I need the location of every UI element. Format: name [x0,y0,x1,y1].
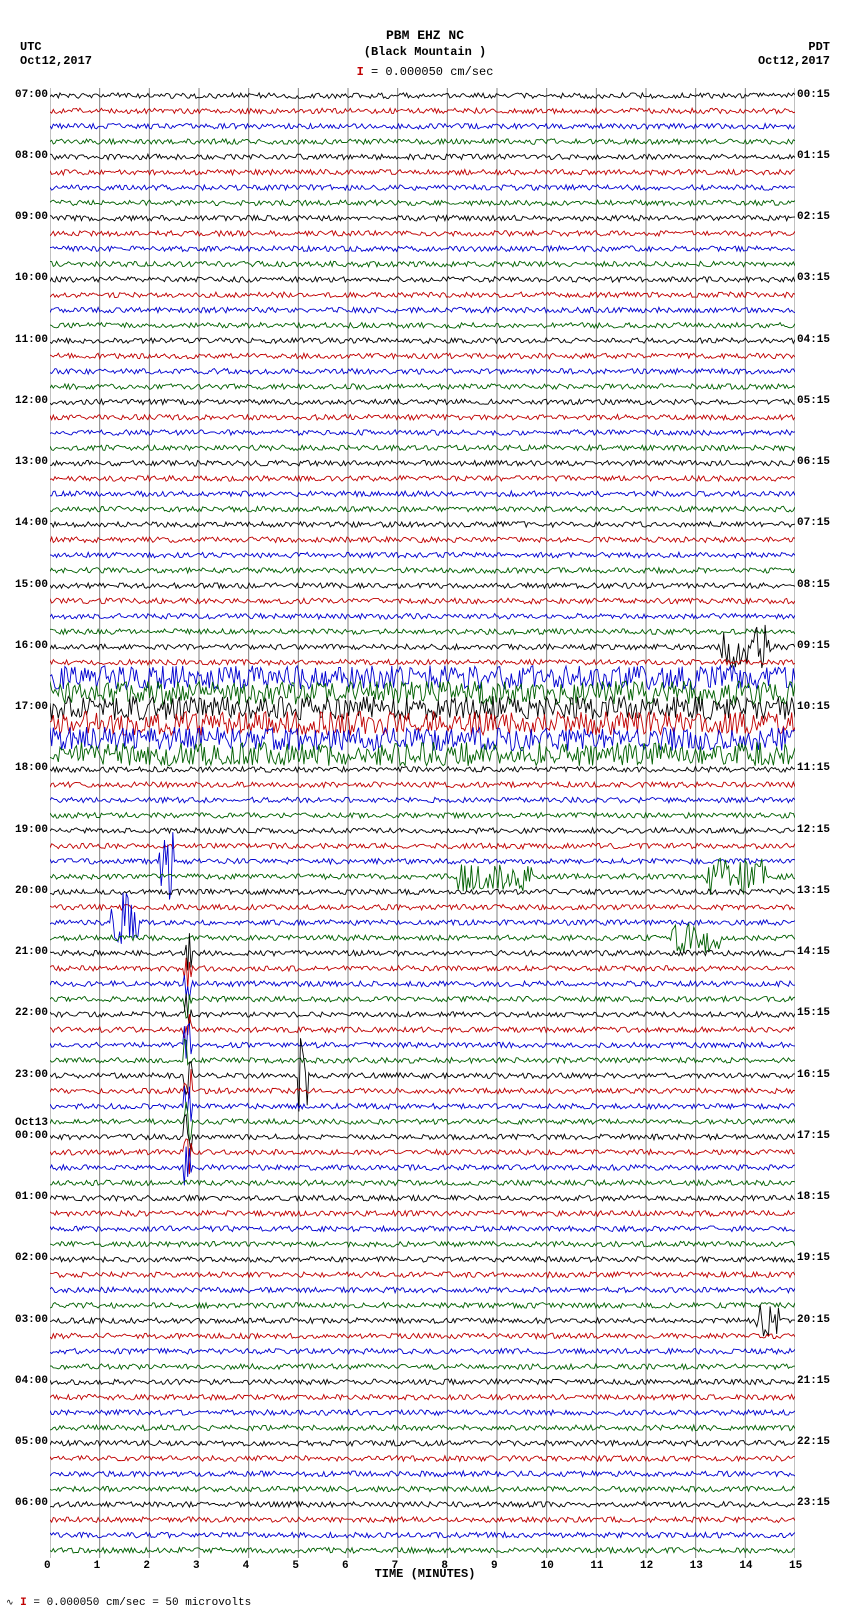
footer-tick-icon: ∿ [6,1598,14,1608]
utc-hour-label: 11:00 [15,334,50,346]
pdt-hour-label: 17:15 [795,1130,830,1142]
utc-hour-label: 14:00 [15,517,50,529]
scale-bar-icon: I [357,65,364,79]
utc-hour-label: 10:00 [15,272,50,284]
station-code: PBM EHZ NC [0,28,850,45]
pdt-hour-label: 09:15 [795,640,830,652]
pdt-hour-label: 04:15 [795,334,830,346]
pdt-hour-label: 13:15 [795,885,830,897]
pdt-hour-label: 12:15 [795,824,830,836]
pdt-hour-label: 23:15 [795,1497,830,1509]
header: PBM EHZ NC (Black Mountain ) [0,0,850,60]
pdt-hour-label: 21:15 [795,1375,830,1387]
pdt-hour-label: 14:15 [795,946,830,958]
utc-hour-label: 08:00 [15,150,50,162]
pdt-hour-label: 22:15 [795,1436,830,1448]
next-day-label: Oct13 [15,1117,50,1129]
pdt-hour-label: 19:15 [795,1252,830,1264]
utc-hour-label: 09:00 [15,211,50,223]
utc-hour-label: 23:00 [15,1069,50,1081]
utc-hour-label: 07:00 [15,89,50,101]
scale-label: = 0.000050 cm/sec [371,66,493,80]
pdt-hour-label: 05:15 [795,395,830,407]
utc-hour-label: 03:00 [15,1314,50,1326]
utc-hour-label: 17:00 [15,701,50,713]
utc-hour-label: 18:00 [15,762,50,774]
helicorder-svg [50,88,795,1558]
utc-hour-label: 12:00 [15,395,50,407]
seismogram-container: UTC Oct12,2017 PDT Oct12,2017 PBM EHZ NC… [0,0,850,1613]
utc-hour-label: 21:00 [15,946,50,958]
pdt-hour-label: 02:15 [795,211,830,223]
utc-hour-label: 05:00 [15,1436,50,1448]
utc-hour-label: 04:00 [15,1375,50,1387]
tz-right-name: PDT [808,40,830,54]
helicorder-plot: 07:0000:1508:0001:1509:0002:1510:0003:15… [50,88,795,1558]
pdt-hour-label: 16:15 [795,1069,830,1081]
footer-text: = 0.000050 cm/sec = 50 microvolts [33,1597,251,1609]
tz-right-date: Oct12,2017 [758,54,830,68]
pdt-hour-label: 11:15 [795,762,830,774]
utc-hour-label: 00:00 [15,1130,50,1142]
pdt-hour-label: 07:15 [795,517,830,529]
utc-hour-label: 19:00 [15,824,50,836]
pdt-hour-label: 06:15 [795,456,830,468]
pdt-hour-label: 15:15 [795,1007,830,1019]
tz-right-block: PDT Oct12,2017 [758,40,830,68]
footer: ∿ I = 0.000050 cm/sec = 50 microvolts [6,1597,251,1609]
pdt-hour-label: 01:15 [795,150,830,162]
tz-left-date: Oct12,2017 [20,54,92,68]
utc-hour-label: 20:00 [15,885,50,897]
pdt-hour-label: 18:15 [795,1191,830,1203]
utc-hour-label: 15:00 [15,579,50,591]
pdt-hour-label: 10:15 [795,701,830,713]
pdt-hour-label: 03:15 [795,272,830,284]
utc-hour-label: 06:00 [15,1497,50,1509]
pdt-hour-label: 08:15 [795,579,830,591]
utc-hour-label: 01:00 [15,1191,50,1203]
station-location: (Black Mountain ) [0,45,850,61]
utc-hour-label: 16:00 [15,640,50,652]
tz-left-block: UTC Oct12,2017 [20,40,92,68]
scale-row: I = 0.000050 cm/sec [0,65,850,79]
utc-hour-label: 22:00 [15,1007,50,1019]
footer-bar-icon: I [20,1597,27,1609]
utc-hour-label: 13:00 [15,456,50,468]
pdt-hour-label: 20:15 [795,1314,830,1326]
utc-hour-label: 02:00 [15,1252,50,1264]
pdt-hour-label: 00:15 [795,89,830,101]
tz-left-name: UTC [20,40,42,54]
x-axis-label: TIME (MINUTES) [0,1567,850,1581]
